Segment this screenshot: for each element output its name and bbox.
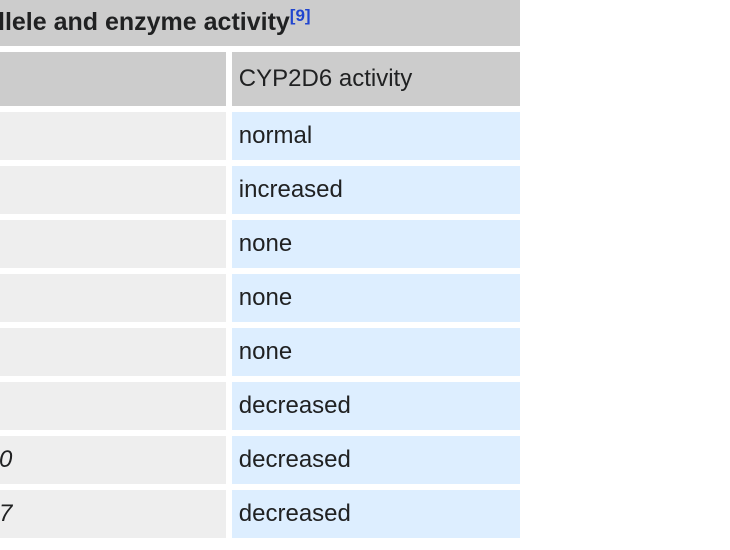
activity-cell: none: [231, 274, 520, 322]
activity-cell: none: [231, 220, 520, 268]
allele-cell: [0, 112, 226, 160]
activity-cell: increased: [231, 166, 520, 214]
header-allele-column: [0, 52, 226, 106]
activity-cell: decreased: [231, 436, 520, 484]
allele-cell: 0: [0, 436, 226, 484]
table-title-row: llele and enzyme activity[9]: [0, 0, 520, 46]
header-activity-column: CYP2D6 activity: [231, 52, 520, 106]
allele-cell: 7: [0, 490, 226, 538]
reference-link-9[interactable]: [9]: [289, 5, 311, 25]
table-row: decreased: [0, 382, 520, 430]
cyp2d6-activity-table: llele and enzyme activity[9] CYP2D6 acti…: [0, 0, 520, 538]
activity-cell: decreased: [231, 382, 520, 430]
table-row: none: [0, 220, 520, 268]
allele-cell: [0, 220, 226, 268]
activity-cell: normal: [231, 112, 520, 160]
table-title-text: llele and enzyme activity: [0, 7, 290, 36]
activity-cell: none: [231, 328, 520, 376]
table-title: llele and enzyme activity[9]: [0, 0, 520, 46]
allele-cell: [0, 166, 226, 214]
allele-cell: [0, 328, 226, 376]
table-row: none: [0, 274, 520, 322]
table-row: increased: [0, 166, 520, 214]
activity-cell: decreased: [231, 490, 520, 538]
table-row: 0 decreased: [0, 436, 520, 484]
table-row: 7 decreased: [0, 490, 520, 538]
table-row: normal: [0, 112, 520, 160]
table-header-row: CYP2D6 activity: [0, 52, 520, 106]
table-row: none: [0, 328, 520, 376]
allele-cell: [0, 382, 226, 430]
allele-cell: [0, 274, 226, 322]
